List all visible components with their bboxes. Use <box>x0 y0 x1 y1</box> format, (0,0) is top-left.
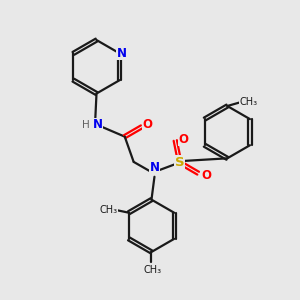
Text: CH₃: CH₃ <box>240 97 258 107</box>
Text: N: N <box>92 118 102 131</box>
Text: O: O <box>142 118 153 131</box>
Text: O: O <box>201 169 211 182</box>
Text: N: N <box>149 161 160 174</box>
Text: H: H <box>82 120 89 130</box>
Text: S: S <box>175 156 184 169</box>
Text: O: O <box>178 133 188 146</box>
Text: CH₃: CH₃ <box>100 205 118 215</box>
Text: N: N <box>117 47 127 60</box>
Text: CH₃: CH₃ <box>144 266 162 275</box>
